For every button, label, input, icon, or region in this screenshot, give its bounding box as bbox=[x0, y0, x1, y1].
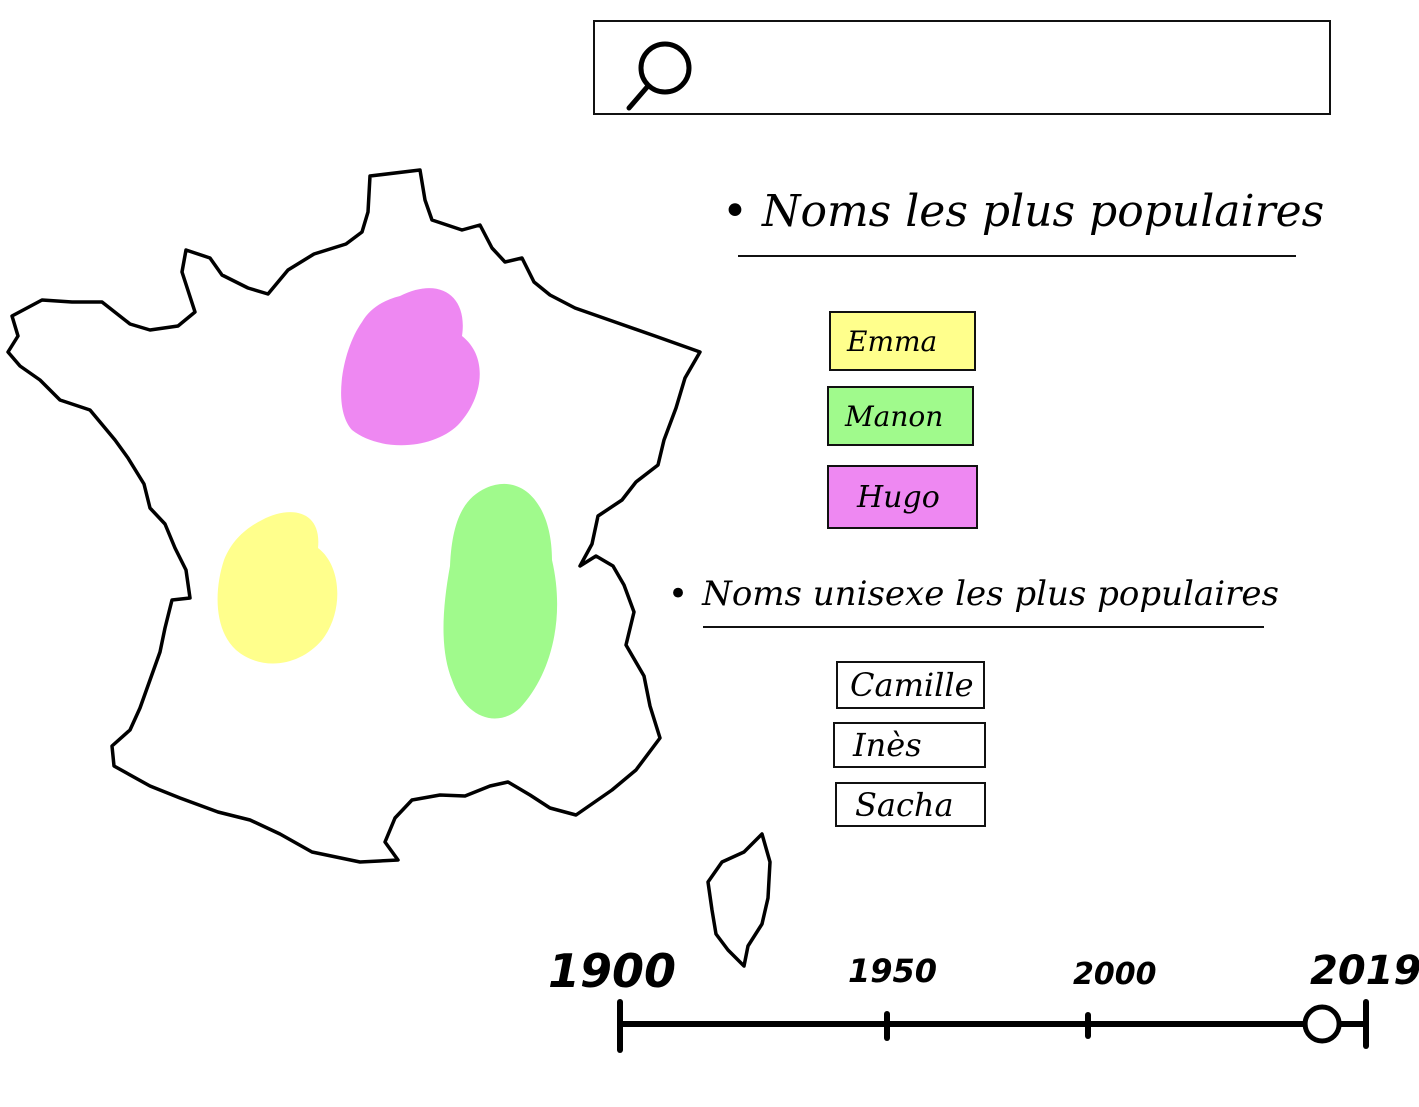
name-chip-sacha[interactable]: Sacha bbox=[835, 782, 986, 827]
name-chip-hugo[interactable]: Hugo bbox=[827, 465, 978, 529]
name-chip-label: Camille bbox=[850, 666, 974, 704]
region-yellow[interactable] bbox=[217, 512, 338, 664]
unisex-names-underline bbox=[703, 626, 1264, 628]
region-pink[interactable] bbox=[341, 288, 480, 446]
name-chip-label: Manon bbox=[845, 399, 944, 433]
unisex-names-title-text: Noms unisexe les plus populaires bbox=[702, 574, 1279, 614]
name-chip-label: Hugo bbox=[857, 479, 940, 515]
timeline-handle[interactable] bbox=[1302, 1004, 1342, 1044]
france-map bbox=[6, 168, 772, 968]
timeline-label-2000: 2000 bbox=[1073, 957, 1157, 992]
timeline-label-1950: 1950 bbox=[848, 952, 938, 990]
name-chip-manon[interactable]: Manon bbox=[827, 386, 974, 446]
search-icon[interactable] bbox=[619, 34, 709, 114]
popular-names-underline bbox=[738, 255, 1296, 257]
unisex-names-title: • Noms unisexe les plus populaires bbox=[668, 574, 1279, 614]
search-bar[interactable] bbox=[593, 20, 1331, 115]
name-chip-emma[interactable]: Emma bbox=[829, 311, 976, 371]
france-outline bbox=[6, 168, 702, 864]
timeline-label-1900: 1900 bbox=[548, 944, 677, 998]
year-timeline-slider[interactable] bbox=[540, 940, 1410, 1070]
bullet-icon: • bbox=[668, 574, 689, 614]
search-input[interactable] bbox=[725, 40, 1309, 98]
popular-names-title: • Noms les plus populaires bbox=[722, 186, 1324, 237]
bullet-icon: • bbox=[722, 186, 748, 237]
timeline-label-2019: 2019 bbox=[1310, 948, 1419, 994]
region-green[interactable] bbox=[443, 483, 558, 719]
corsica-outline bbox=[706, 832, 772, 968]
name-chip-label: Emma bbox=[847, 324, 938, 358]
name-chip-camille[interactable]: Camille bbox=[836, 661, 985, 709]
name-chip-label: Inès bbox=[853, 726, 922, 764]
popular-names-title-text: Noms les plus populaires bbox=[761, 186, 1325, 237]
name-chip-label: Sacha bbox=[855, 785, 954, 824]
name-chip-ines[interactable]: Inès bbox=[833, 722, 986, 768]
